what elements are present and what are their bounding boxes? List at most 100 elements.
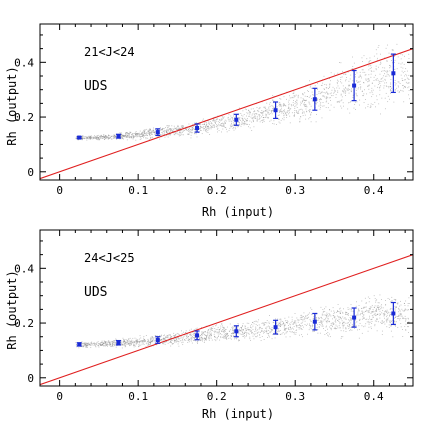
cloud-point	[361, 90, 363, 92]
cloud-point	[278, 325, 280, 326]
cloud-point	[267, 116, 269, 118]
cloud-point	[194, 128, 196, 130]
cloud-point	[365, 323, 367, 325]
cloud-point	[293, 92, 295, 94]
cloud-point	[133, 136, 135, 137]
cloud-point	[302, 115, 304, 117]
cloud-point	[149, 130, 151, 131]
cloud-point	[185, 332, 187, 333]
cloud-point	[139, 335, 141, 337]
cloud-point	[363, 93, 365, 95]
cloud-point	[331, 95, 333, 97]
cloud-point	[298, 328, 300, 330]
cloud-point	[338, 317, 340, 319]
cloud-point	[339, 81, 341, 83]
cloud-point	[93, 138, 95, 139]
cloud-point	[387, 297, 389, 299]
cloud-point	[95, 346, 97, 348]
cloud-point	[210, 128, 212, 130]
cloud-point	[115, 346, 117, 348]
cloud-point	[142, 342, 144, 344]
cloud-point	[150, 336, 152, 338]
cloud-point	[140, 136, 142, 138]
cloud-point	[341, 107, 343, 109]
cloud-point	[319, 100, 321, 102]
cloud-point	[377, 86, 379, 88]
cloud-point	[408, 62, 410, 64]
cloud-point	[335, 321, 337, 323]
cloud-point	[359, 80, 361, 82]
cloud-point	[129, 132, 131, 133]
cloud-point	[255, 117, 257, 119]
cloud-point	[364, 99, 366, 100]
cloud-point	[174, 340, 176, 342]
cloud-point	[355, 321, 357, 323]
cloud-point	[407, 305, 409, 307]
cloud-point	[134, 340, 136, 342]
cloud-point	[228, 330, 230, 332]
cloud-point	[310, 325, 312, 327]
cloud-point	[232, 327, 234, 329]
cloud-point	[341, 324, 343, 326]
cloud-point	[114, 342, 116, 344]
cloud-point	[229, 124, 231, 126]
cloud-point	[218, 130, 220, 132]
cloud-point	[161, 132, 163, 133]
cloud-point	[376, 59, 378, 61]
cloud-point	[245, 325, 246, 327]
cloud-point	[220, 123, 222, 125]
cloud-point	[279, 111, 281, 113]
cloud-point	[269, 103, 270, 105]
cloud-point	[300, 317, 302, 319]
cloud-point	[102, 344, 104, 346]
cloud-point	[169, 128, 171, 130]
cloud-point	[104, 137, 106, 138]
cloud-point	[238, 125, 239, 127]
cloud-point	[244, 123, 246, 125]
cloud-point	[152, 338, 154, 340]
cloud-point	[374, 305, 376, 307]
cloud-point	[376, 330, 378, 332]
cloud-point	[297, 94, 299, 96]
cloud-point	[153, 129, 155, 131]
cloud-point	[363, 55, 365, 57]
cloud-point	[233, 129, 235, 131]
cloud-point	[330, 327, 332, 329]
cloud-point	[213, 126, 215, 128]
cloud-point	[289, 115, 291, 117]
cloud-point	[101, 136, 103, 138]
cloud-point	[395, 89, 397, 91]
cloud-point	[105, 343, 106, 345]
cloud-point	[181, 342, 183, 344]
cloud-point	[309, 327, 311, 329]
cloud-point	[199, 338, 201, 339]
cloud-point	[313, 328, 315, 330]
cloud-point	[114, 344, 116, 346]
cloud-point	[400, 300, 401, 302]
cloud-point	[265, 113, 267, 115]
cloud-point	[383, 87, 385, 89]
cloud-point	[231, 327, 233, 329]
cloud-point	[103, 345, 105, 347]
cloud-point	[404, 309, 406, 311]
cloud-point	[252, 321, 254, 323]
cloud-point	[390, 82, 392, 84]
cloud-point	[222, 331, 224, 333]
cloud-point	[271, 327, 273, 329]
cloud-point	[389, 70, 391, 72]
cloud-point	[253, 120, 254, 122]
cloud-point	[233, 327, 235, 329]
cloud-point	[155, 344, 157, 346]
cloud-point	[216, 126, 218, 128]
cloud-point	[389, 98, 390, 100]
cloud-point	[151, 136, 153, 138]
cloud-point	[388, 85, 390, 87]
cloud-point	[277, 318, 279, 320]
cloud-point	[382, 307, 384, 309]
cloud-point	[333, 73, 335, 75]
cloud-point	[319, 103, 321, 105]
cloud-point	[379, 86, 381, 88]
cloud-point	[305, 104, 307, 106]
cloud-point	[253, 121, 254, 123]
cloud-point	[275, 331, 277, 333]
